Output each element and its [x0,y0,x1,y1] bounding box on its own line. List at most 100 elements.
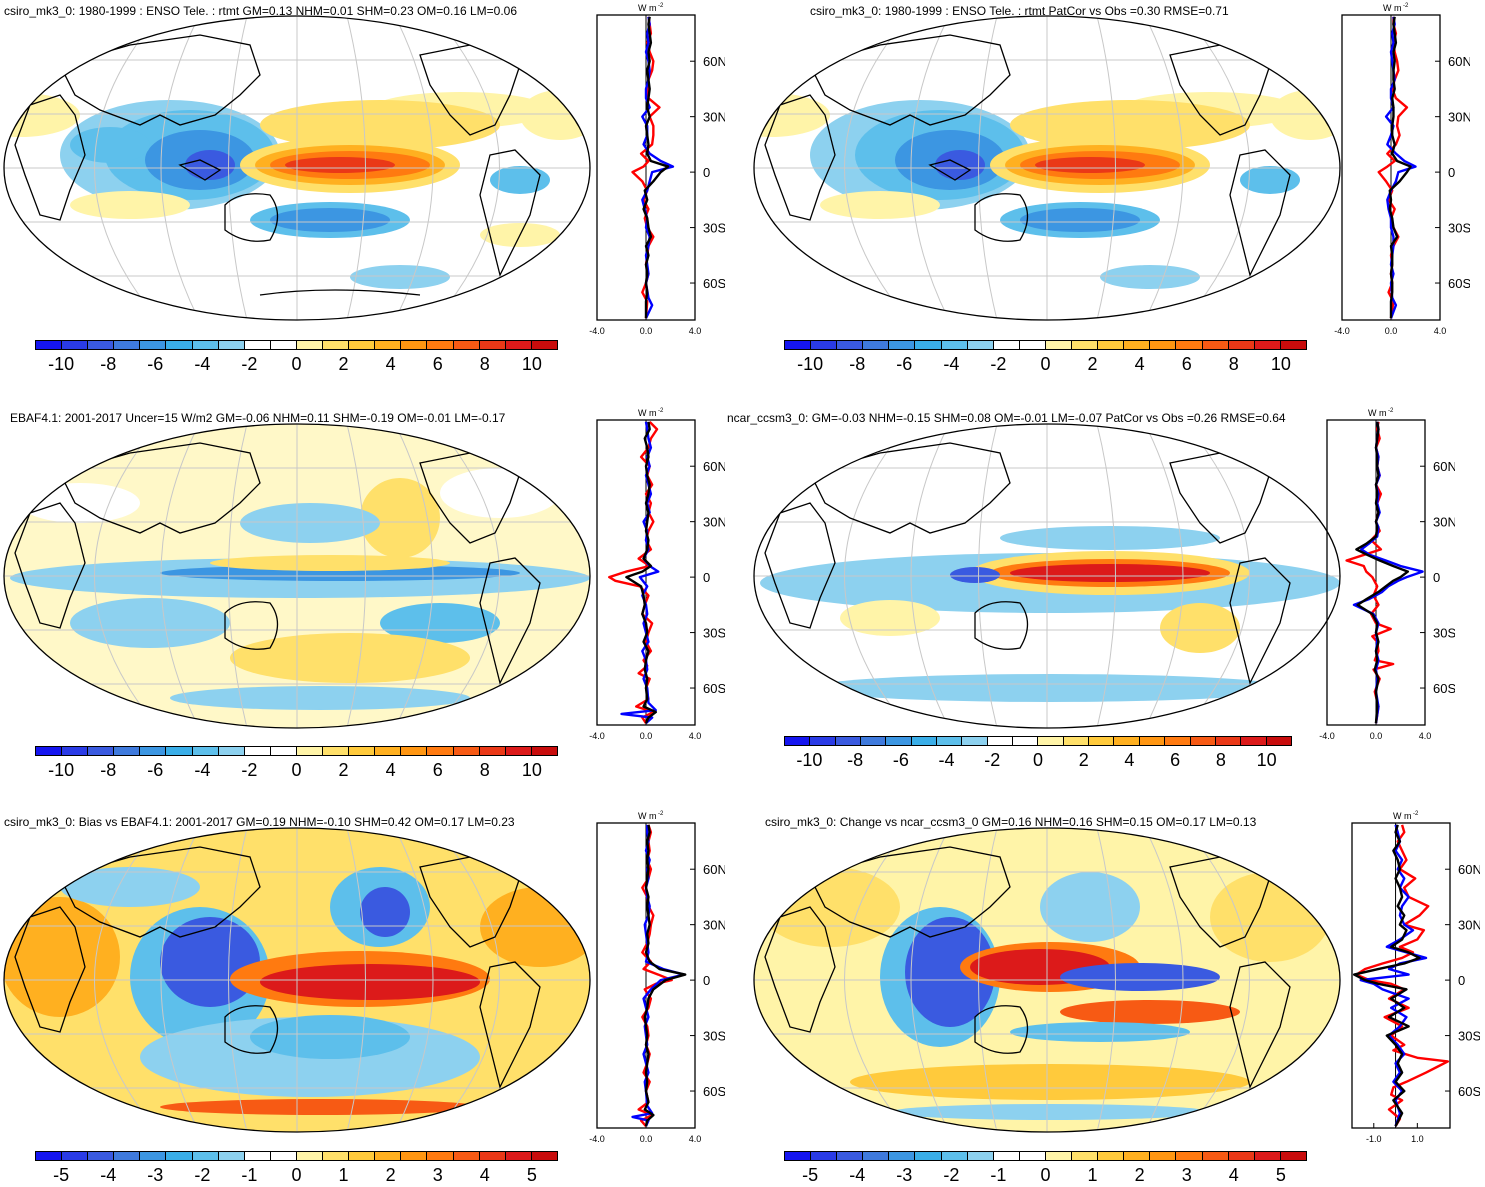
colorbar-swatch [1190,737,1216,745]
colorbar-swatch [349,747,376,755]
colorbar-swatch [863,341,890,349]
lat-tick-label: 0 [1448,165,1455,180]
series-line-red [637,824,673,1127]
colorbar-tick-label: 6 [1181,354,1192,374]
colorbar-tick-label: 4 [385,354,396,374]
colorbar-swatch [1013,737,1039,745]
colorbar-swatch [1202,1152,1229,1160]
colorbar-tick-label: -2 [984,750,1001,770]
lat-tick-label: 0 [703,973,710,988]
colorbar-swatch [1124,341,1151,349]
zonal-mean-plot: W m -2 60N 30N 0 30S 60S -4.0 0.0 4.0 [1319,408,1455,741]
x-tick-label: 1.0 [1411,1134,1424,1144]
panel-5: csiro_mk3_0: Bias vs EBAF4.1: 2001-2017 … [0,805,740,1187]
colorbar-swatch [36,1152,63,1160]
colorbar-tick-label: -4 [194,354,211,374]
colorbar-tick-label: 4 [1228,1165,1239,1185]
colorbar-swatch [1254,1152,1281,1160]
colorbar-swatch [1150,1152,1177,1160]
colorbar-tick-label: 4 [479,1165,490,1185]
colorbar-tick-label: 2 [338,760,349,780]
panel-title: EBAF4.1: 2001-2017 Uncer=15 W/m2 GM=-0.0… [10,411,506,425]
colorbar-swatch [140,341,167,349]
panel-1: csiro_mk3_0: 1980-1999 : ENSO Tele. : rt… [0,0,740,390]
colorbar-swatch [941,341,968,349]
zonal-mean-plot: W m -2 60N 30N 0 30S 60S -4.0 0.0 4.0 [589,408,725,741]
world-map-robinson [3,423,591,729]
series-line-red [1345,421,1395,724]
colorbar-swatch [531,747,557,755]
colorbar-tick-label: -2 [241,354,258,374]
colorbar-tick-label: -1 [990,1165,1007,1185]
colorbar-swatch [1228,1152,1255,1160]
series-line-black [643,824,687,1127]
colorbar-swatch [114,341,141,349]
colorbar-swatch [114,1152,141,1160]
colorbar [35,340,558,350]
colorbar-swatch [505,1152,532,1160]
colorbar-swatch [1038,737,1064,745]
colorbar-tick-label: 0 [291,354,302,374]
world-map-robinson [3,827,591,1133]
colorbar-swatch [1150,341,1177,349]
series-line-black [1355,421,1410,724]
lat-tick-label: 30S [1433,626,1455,641]
unit-superscript: -2 [658,811,664,817]
colorbar-tick-label: 0 [1040,1165,1051,1185]
x-tick-label: -4.0 [589,326,605,336]
colorbar-swatch [1254,341,1281,349]
colorbar-swatch [88,341,115,349]
colorbar-tick-label: -6 [892,750,909,770]
series-line-black [1352,824,1421,1127]
x-tick-label: 4.0 [689,326,702,336]
colorbar-tick-label: -4 [938,750,955,770]
colorbar-swatch [88,747,115,755]
colorbar-swatch [1165,737,1191,745]
colorbar-tick-label: 1 [338,1165,349,1185]
colorbar-swatch [479,341,506,349]
colorbar-swatch [1072,1152,1099,1160]
colorbar-tick-label: -4 [849,1165,866,1185]
colorbar-tick-label: 10 [521,760,542,780]
colorbar-swatch [323,1152,350,1160]
lat-tick-label: 0 [1458,973,1465,988]
colorbar-tick-label: 0 [1040,354,1051,374]
colorbar-tick-label: -10 [797,354,824,374]
series-line-black [1388,16,1412,319]
x-tick-label: -4.0 [1319,731,1335,741]
colorbar-tick-label: -10 [48,760,75,780]
colorbar-swatch [1202,341,1229,349]
colorbar-swatch [453,341,480,349]
x-tick-label: 0.0 [1370,731,1383,741]
panel-4: ncar_ccsm3_0: GM=-0.03 NHM=-0.15 SHM=0.0… [727,400,1485,790]
colorbar-swatch [1089,737,1115,745]
colorbar-swatch [1228,341,1255,349]
x-tick-label: 4.0 [1434,326,1447,336]
colorbar-tick-label: 5 [1275,1165,1286,1185]
colorbar-swatch [427,1152,454,1160]
colorbar-tick-label: -6 [147,354,164,374]
colorbar-tick-label: -5 [802,1165,819,1185]
colorbar-tick-label: -5 [53,1165,70,1185]
lat-tick-label: 30S [1458,1029,1480,1044]
unit-superscript: -2 [1413,811,1419,817]
colorbar-tick-label: 0 [291,1165,302,1185]
colorbar-swatch [166,747,193,755]
colorbar-tick-label: 8 [479,354,490,374]
colorbar-swatch [837,341,864,349]
unit-label: W m [1368,408,1387,418]
x-tick-label: 4.0 [689,1134,702,1144]
series-line-black [625,421,658,724]
lat-tick-label: 30S [1448,221,1470,236]
colorbar-swatch [1063,737,1090,745]
unit-label: W m [1393,811,1412,821]
lat-tick-label: 30N [1448,110,1470,125]
colorbar-tick-label: 4 [1134,354,1145,374]
panel-3: EBAF4.1: 2001-2017 Uncer=15 W/m2 GM=-0.0… [0,400,740,790]
colorbar-swatch [962,737,988,745]
coastlines [14,34,541,296]
colorbar-swatch [479,747,506,755]
colorbar-swatch [505,341,532,349]
colorbar-tick-label: -6 [896,354,913,374]
colorbar-swatch [323,341,350,349]
